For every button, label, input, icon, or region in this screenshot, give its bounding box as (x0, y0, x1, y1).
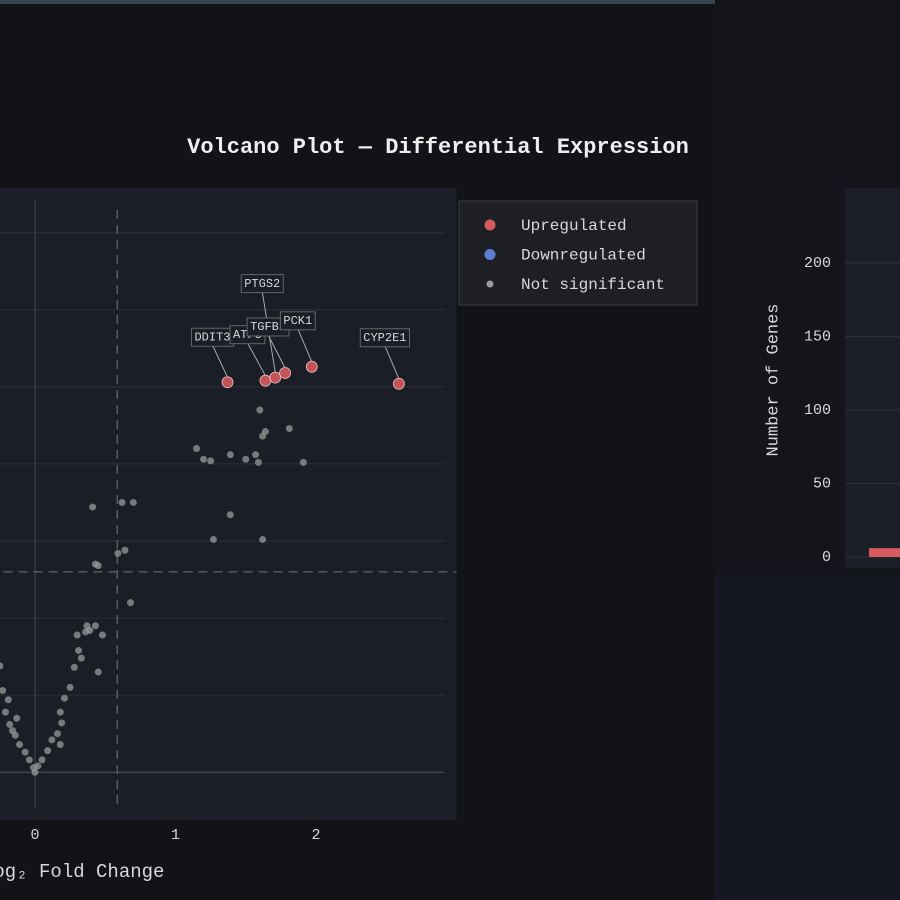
significant-point (269, 371, 282, 384)
point (13, 714, 21, 722)
lower-panel (715, 575, 900, 900)
annotation-box (240, 274, 284, 294)
point (44, 747, 52, 755)
point (259, 535, 267, 543)
point (83, 622, 91, 630)
significant-point (392, 377, 405, 390)
point (58, 719, 66, 727)
y-tick-label: 0 (822, 549, 831, 566)
bar (869, 548, 900, 557)
y-tick-label: 200 (804, 255, 831, 272)
point (75, 646, 83, 654)
legend-marker (484, 219, 496, 231)
x-tick-label: 0 (30, 827, 39, 844)
point (285, 424, 293, 432)
top-bar (0, 0, 900, 4)
point (242, 455, 250, 463)
point (94, 562, 102, 570)
point (56, 708, 64, 716)
point (48, 736, 56, 744)
point (254, 458, 262, 466)
point (207, 457, 215, 465)
point (1, 708, 9, 716)
point (21, 748, 29, 756)
point (0, 662, 4, 670)
point (200, 455, 208, 463)
point (73, 631, 81, 639)
point (34, 762, 42, 770)
point (53, 730, 61, 738)
legend-box (458, 200, 698, 306)
point (4, 696, 12, 704)
point (56, 740, 64, 748)
annotation-arrow (297, 328, 313, 363)
point (252, 451, 260, 459)
plot-area (845, 188, 900, 568)
point (114, 549, 122, 557)
point (127, 599, 135, 607)
point (61, 694, 69, 702)
legend-marker (484, 249, 496, 260)
point (66, 683, 74, 691)
significant-point (305, 360, 318, 373)
plot-area (0, 188, 457, 820)
point (299, 458, 307, 466)
x-tick-label: 2 (311, 827, 320, 844)
annotation-arrow (267, 334, 286, 369)
legend-marker (486, 280, 494, 288)
y-tick-label: 100 (804, 402, 831, 419)
point (6, 720, 14, 728)
annotation-label: PCK1 (283, 314, 312, 328)
point (9, 727, 17, 735)
point (89, 503, 97, 511)
point (121, 546, 129, 554)
point (16, 740, 24, 748)
point (70, 663, 78, 671)
legend-label: Downregulated (521, 247, 646, 265)
annotation-label: DDIT3 (194, 330, 230, 344)
point (226, 451, 234, 459)
significant-point (221, 376, 234, 389)
annotation-box (279, 311, 316, 331)
point (129, 498, 137, 506)
annotation-label: TGFB1 (250, 320, 286, 334)
point (0, 687, 7, 695)
point (38, 756, 46, 764)
point (94, 668, 102, 676)
point (98, 631, 106, 639)
point (77, 654, 85, 662)
legend-label: Upregulated (521, 217, 627, 235)
point (226, 511, 234, 519)
y-axis-label: Number of Genes (764, 303, 783, 456)
annotation-arrow (212, 345, 228, 378)
volcano-panel: Volcano Plot — Differential Expression l… (0, 135, 698, 883)
point (256, 406, 264, 414)
annotation-label: CYP2E1 (363, 331, 406, 345)
point (118, 498, 126, 506)
y-tick-label: 150 (804, 328, 831, 345)
annotation-arrow (384, 345, 400, 379)
y-tick-label: 50 (813, 475, 831, 492)
point (91, 622, 99, 630)
bar-panel: 0 50 100 150 200 Number of Genes (715, 0, 900, 900)
point (193, 445, 201, 453)
annotation-label: PTGS2 (244, 277, 280, 291)
annotation-box (359, 328, 411, 348)
x-axis-label: log₂ Fold Change (0, 861, 164, 883)
point (25, 756, 33, 764)
chart-title: Volcano Plot — Differential Expression (187, 135, 689, 160)
significant-point (279, 367, 291, 379)
annotation-arrow (246, 342, 266, 376)
significant-point (259, 374, 272, 387)
point (261, 428, 269, 436)
legend-label: Not significant (521, 276, 665, 294)
point (209, 535, 217, 543)
x-tick-label: 1 (171, 827, 180, 844)
